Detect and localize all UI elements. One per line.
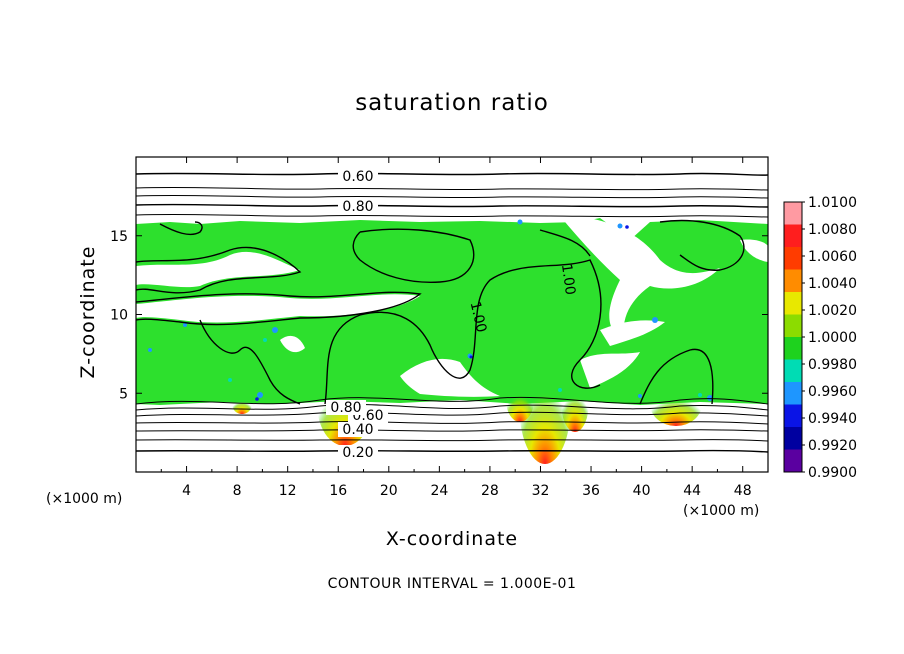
dry-gap	[280, 335, 305, 353]
colorbar-label: 0.9920	[808, 438, 857, 454]
dry-gap	[560, 215, 720, 340]
contour-label: 0.40	[342, 422, 373, 438]
contour-label: 0.80	[342, 199, 373, 215]
colorbar-label: 0.9980	[808, 357, 857, 373]
x-tick-label: 36	[582, 483, 600, 499]
contour-label-bg	[338, 422, 378, 437]
contour-label-bg	[326, 400, 366, 415]
contour-labels: 0.600.800.200.400.600.801.001.00	[326, 169, 578, 461]
y-tick-label: 10	[110, 308, 128, 324]
colorbar-swatch	[784, 224, 802, 248]
dry-gap	[580, 352, 640, 388]
colorbar-label: 1.0020	[808, 303, 857, 319]
contour-label-bg	[338, 169, 378, 184]
dry-gap	[136, 251, 300, 288]
y-axis-ticks: 5 10 15	[110, 229, 768, 402]
dry-gap	[136, 294, 420, 323]
contour-lines-cloud	[136, 219, 745, 405]
colorbar-swatch	[784, 292, 802, 315]
x-tick-label: 24	[430, 483, 448, 499]
colorbar-label: 1.0040	[808, 276, 857, 292]
colorbar: 1.0100 1.0080 1.0060 1.0040 1.0020 1.0000 0.99…	[783, 195, 857, 481]
x-tick-label: 20	[380, 483, 398, 499]
chart-title: saturation ratio	[355, 90, 549, 116]
contour-label: 1.00	[467, 300, 490, 334]
x-tick-label: 12	[279, 483, 297, 499]
colorbar-label: 1.0080	[808, 222, 857, 238]
contour-label: 0.60	[342, 169, 373, 185]
y-tick-label: 15	[110, 229, 128, 245]
dry-specks	[255, 225, 629, 401]
contour-label-bg	[338, 199, 378, 214]
colorbar-swatch	[784, 337, 802, 360]
field-area	[136, 172, 768, 464]
colorbar-swatch	[784, 314, 802, 338]
colorbar-label: 0.9900	[808, 465, 857, 481]
dry-gap	[600, 320, 665, 346]
contour-lines-lower	[136, 396, 768, 453]
x-unit-label-left: (×1000 m)	[46, 491, 123, 507]
x-tick-label: 8	[233, 483, 242, 499]
colorbar-swatch	[784, 382, 802, 405]
colorbar-swatch	[784, 269, 802, 293]
dry-gap	[740, 239, 768, 262]
colorbar-label: 1.0000	[808, 330, 857, 346]
contour-label: 0.20	[342, 445, 373, 461]
colorbar-swatch	[784, 202, 802, 225]
colorbar-label: 0.9960	[808, 384, 857, 400]
x-tick-label: 48	[734, 483, 752, 499]
colorbar-swatch	[784, 404, 802, 428]
subsaturated-specks	[148, 219, 713, 401]
colorbar-swatch	[784, 449, 802, 473]
contour-lines-upper	[136, 172, 768, 218]
x-axis-label: X-coordinate	[385, 528, 519, 550]
contour-label-bg	[338, 445, 378, 460]
contour-interval-note: CONTOUR INTERVAL = 1.000E-01	[327, 576, 577, 592]
contour-label: 0.80	[330, 400, 361, 416]
colorbar-swatch	[784, 427, 802, 450]
x-tick-label: 44	[683, 483, 701, 499]
x-tick-label: 4	[182, 483, 191, 499]
x-tick-label: 16	[329, 483, 347, 499]
x-tick-label: 40	[633, 483, 651, 499]
x-axis-ticks: 4 8 12 16 20 24 28 32 36 40 44 48	[160, 157, 752, 499]
colorbar-swatch	[784, 247, 802, 270]
colorbar-swatch	[784, 359, 802, 383]
colorbar-label: 1.0100	[808, 195, 857, 211]
contour-label: 1.00	[558, 263, 578, 296]
x-unit-label-right: (×1000 m)	[683, 503, 760, 519]
dry-gap	[400, 358, 500, 397]
colorbar-label: 1.0060	[808, 249, 857, 265]
x-tick-label: 32	[532, 483, 550, 499]
y-tick-label: 5	[119, 386, 128, 402]
colorbar-label: 0.9940	[808, 411, 857, 427]
x-tick-label: 28	[481, 483, 499, 499]
